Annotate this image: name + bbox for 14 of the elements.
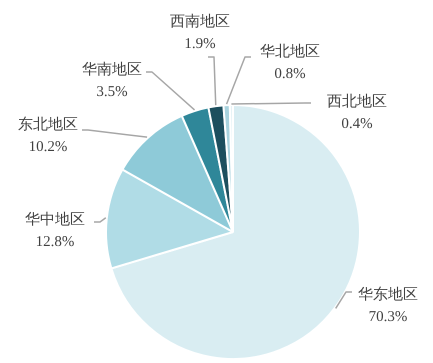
slice-label: 华东地区 (358, 286, 418, 303)
slice-label: 西南地区 (170, 12, 230, 30)
slice-label: 西北地区 (327, 92, 387, 110)
data-label: 70.3% (368, 308, 408, 325)
data-label: 12.8% (36, 234, 74, 250)
slice-label: 华北地区 (260, 42, 320, 60)
data-label: 1.9% (184, 36, 216, 52)
slice-label: 东北地区 (18, 116, 78, 133)
slice-label: 华南地区 (82, 60, 142, 78)
data-label: 10.2% (28, 138, 68, 155)
data-label: 0.8% (274, 66, 306, 82)
slice-label: 华中地区 (25, 210, 85, 228)
data-label: 0.4% (341, 116, 373, 132)
data-label: 3.5% (96, 84, 128, 100)
